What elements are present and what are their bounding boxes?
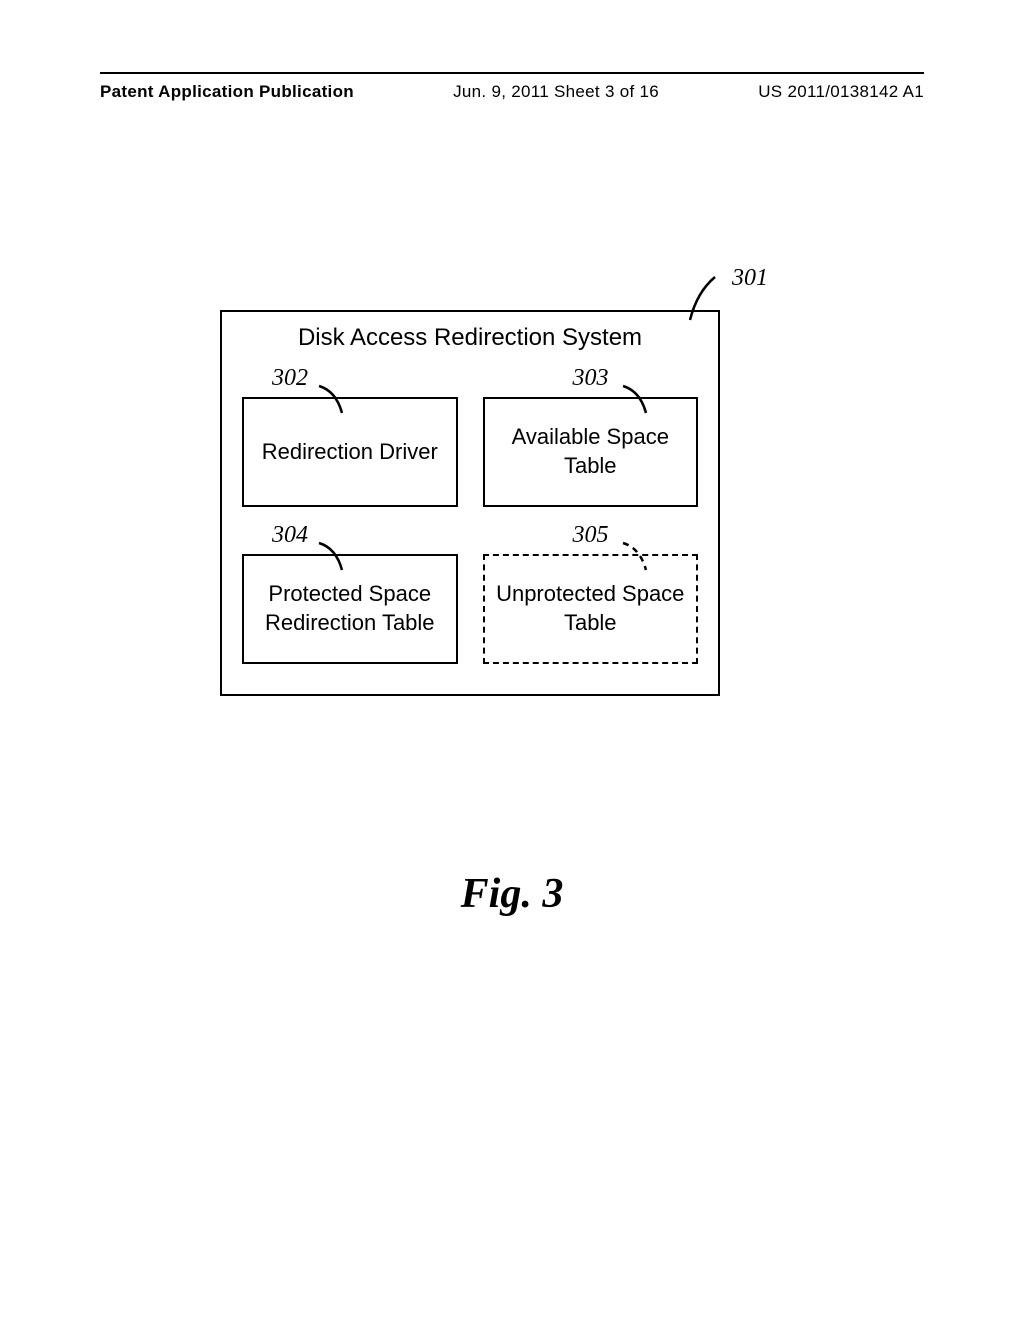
available-space-box: Available Space Table [483, 397, 699, 507]
redirection-driver-text: Redirection Driver [262, 438, 438, 467]
cell-303: 303 Available Space Table [483, 365, 699, 507]
ref-label-302: 302 [272, 365, 458, 392]
cell-302: 302 Redirection Driver [242, 365, 458, 507]
protected-space-text: Protected Space Redirection Table [265, 580, 435, 637]
cell-304: 304 Protected Space Redirection Table [242, 522, 458, 664]
ref-label-301: 301 [732, 265, 768, 292]
unprotected-space-box: Unprotected Space Table [483, 554, 699, 664]
ref-label-305: 305 [573, 522, 699, 549]
ref-label-304: 304 [272, 522, 458, 549]
ref-label-303: 303 [573, 365, 699, 392]
header-text-row: Patent Application Publication Jun. 9, 2… [100, 82, 924, 102]
header-left-text: Patent Application Publication [100, 82, 354, 102]
system-title: Disk Access Redirection System [242, 312, 698, 360]
protected-space-box: Protected Space Redirection Table [242, 554, 458, 664]
diagram-container: 301 Disk Access Redirection System 302 R… [220, 310, 720, 696]
figure-caption: Fig. 3 [0, 870, 1024, 918]
header-right-text: US 2011/0138142 A1 [758, 82, 924, 102]
header-center-text: Jun. 9, 2011 Sheet 3 of 16 [453, 82, 659, 102]
redirection-driver-box: Redirection Driver [242, 397, 458, 507]
main-system-box: Disk Access Redirection System 302 Redir… [220, 310, 720, 696]
unprotected-space-text: Unprotected Space Table [496, 580, 684, 637]
header-rule [100, 72, 924, 74]
available-space-text: Available Space Table [512, 423, 669, 480]
cell-305: 305 Unprotected Space Table [483, 522, 699, 664]
page-header: Patent Application Publication Jun. 9, 2… [0, 72, 1024, 102]
component-grid: 302 Redirection Driver 303 Available Spa… [242, 365, 698, 664]
